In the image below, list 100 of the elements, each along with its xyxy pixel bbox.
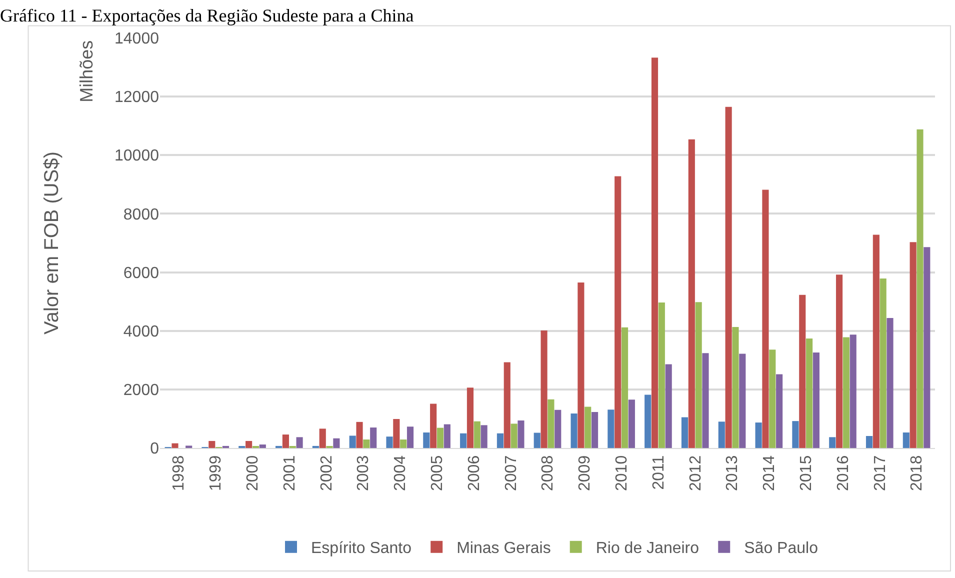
bar xyxy=(466,388,474,448)
bar xyxy=(762,190,769,448)
y-tick-label: 0 xyxy=(150,440,160,458)
bar xyxy=(732,327,739,448)
x-tick-label: 2017 xyxy=(872,455,889,491)
x-tick-label: 2010 xyxy=(614,455,631,491)
bar xyxy=(584,406,592,448)
bar xyxy=(356,422,363,448)
bar xyxy=(902,432,910,448)
bar xyxy=(755,422,762,448)
x-tick-label: 2008 xyxy=(540,455,557,491)
bar xyxy=(349,436,356,448)
bar xyxy=(776,374,783,448)
bar xyxy=(363,440,370,448)
bar xyxy=(444,424,450,448)
x-tick-label: 2011 xyxy=(650,455,668,490)
x-tick-label: 2007 xyxy=(502,455,520,491)
bar xyxy=(319,428,326,448)
y-axis-title: Valor em FOB (US$) xyxy=(41,152,63,334)
bar xyxy=(480,425,488,448)
bar xyxy=(799,294,806,448)
bar xyxy=(393,419,400,448)
bar xyxy=(628,400,635,448)
x-tick-label: 2004 xyxy=(392,455,410,491)
bar xyxy=(806,338,813,448)
y-tick-label: 8000 xyxy=(123,206,160,224)
bar xyxy=(850,334,856,448)
bar xyxy=(504,362,510,448)
bar xyxy=(924,247,930,448)
bar xyxy=(259,444,266,448)
bar xyxy=(836,274,843,448)
y-tick-label: 6000 xyxy=(123,264,160,282)
bar xyxy=(296,437,303,448)
bar xyxy=(792,421,799,448)
bar xyxy=(910,242,916,448)
bar xyxy=(592,412,598,448)
x-tick-label: 2002 xyxy=(318,455,336,491)
x-tick-label: 2006 xyxy=(466,455,483,491)
bar xyxy=(681,417,688,448)
bar xyxy=(474,421,480,448)
y-tick-label: 2000 xyxy=(123,382,160,400)
x-tick-label: 2015 xyxy=(798,455,816,491)
bar xyxy=(688,139,695,448)
bar xyxy=(829,437,836,448)
bar xyxy=(496,433,504,448)
bar xyxy=(510,424,518,448)
bar xyxy=(400,440,407,448)
bar xyxy=(725,106,732,448)
x-tick-label: 2005 xyxy=(428,455,446,491)
x-tick-label: 2000 xyxy=(244,455,262,491)
bar xyxy=(651,58,658,448)
x-tick-label: 1999 xyxy=(208,455,225,491)
legend-label: Rio de Janeiro xyxy=(596,540,700,558)
bar xyxy=(812,352,820,448)
bar xyxy=(282,434,289,448)
legend-label: Minas Gerais xyxy=(456,540,551,558)
bar xyxy=(333,438,340,448)
bar xyxy=(769,350,776,448)
x-tick-label: 2016 xyxy=(834,455,852,491)
x-tick-label: 2014 xyxy=(761,455,778,491)
legend-label: São Paulo xyxy=(744,540,818,558)
x-tick-label: 2003 xyxy=(355,455,372,491)
bar xyxy=(578,282,584,448)
bar xyxy=(246,440,252,448)
bar xyxy=(548,399,554,448)
bar xyxy=(872,234,880,448)
bar xyxy=(702,353,709,448)
bar xyxy=(880,278,886,448)
y-tick-label: 14000 xyxy=(114,30,160,48)
bar xyxy=(423,432,430,448)
bar xyxy=(621,327,628,448)
bar xyxy=(916,129,924,448)
bar xyxy=(866,436,873,448)
x-tick-label: 2012 xyxy=(687,455,704,491)
bar xyxy=(172,443,178,448)
bar xyxy=(208,440,216,448)
y-tick-label: 12000 xyxy=(114,89,160,106)
bar xyxy=(534,432,540,448)
y-tick-label: 10000 xyxy=(114,148,160,165)
bar xyxy=(658,302,665,448)
x-tick-label: 2018 xyxy=(908,455,926,491)
bar xyxy=(886,318,894,448)
bar xyxy=(665,364,672,448)
bar xyxy=(540,330,548,448)
x-tick-label: 2009 xyxy=(576,455,594,491)
x-tick-label: 2013 xyxy=(724,455,742,491)
bar xyxy=(739,354,746,448)
chart-title: Gráfico 11 - Exportações da Região Sudeste para a China xyxy=(0,5,414,26)
bar xyxy=(406,426,414,448)
bar xyxy=(386,436,393,448)
x-tick-label: 2001 xyxy=(281,455,298,491)
bar xyxy=(460,433,467,448)
y-tick-label: 4000 xyxy=(123,323,160,340)
bar xyxy=(518,420,524,448)
bar xyxy=(614,176,622,448)
bar xyxy=(436,428,444,448)
bar xyxy=(570,413,578,448)
bar xyxy=(370,428,377,448)
bar xyxy=(695,302,702,448)
bar xyxy=(554,410,562,448)
